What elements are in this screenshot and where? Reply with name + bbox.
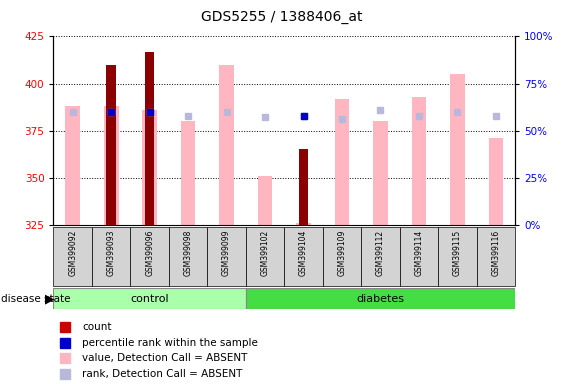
Text: GSM399115: GSM399115 bbox=[453, 230, 462, 276]
Bar bbox=[104, 106, 118, 225]
Text: ▶: ▶ bbox=[44, 292, 55, 305]
Bar bbox=[207, 227, 246, 286]
Bar bbox=[412, 97, 426, 225]
Bar bbox=[361, 227, 400, 286]
Bar bbox=[169, 227, 207, 286]
Bar bbox=[400, 227, 438, 286]
Bar bbox=[296, 223, 311, 225]
Text: disease state: disease state bbox=[1, 293, 70, 304]
Text: count: count bbox=[82, 322, 111, 332]
Bar bbox=[220, 65, 234, 225]
Text: GSM399093: GSM399093 bbox=[107, 230, 115, 276]
Bar bbox=[131, 227, 169, 286]
Text: GSM399104: GSM399104 bbox=[299, 230, 308, 276]
Text: GSM399098: GSM399098 bbox=[184, 230, 193, 276]
Text: GSM399092: GSM399092 bbox=[68, 230, 77, 276]
Text: value, Detection Call = ABSENT: value, Detection Call = ABSENT bbox=[82, 353, 248, 363]
Text: GSM399112: GSM399112 bbox=[376, 230, 385, 276]
Bar bbox=[246, 227, 284, 286]
Text: GDS5255 / 1388406_at: GDS5255 / 1388406_at bbox=[201, 10, 362, 23]
Text: percentile rank within the sample: percentile rank within the sample bbox=[82, 338, 258, 348]
Bar bbox=[106, 65, 116, 225]
Bar bbox=[181, 121, 195, 225]
Bar bbox=[258, 176, 272, 225]
Text: GSM399102: GSM399102 bbox=[261, 230, 270, 276]
Bar bbox=[53, 288, 246, 309]
Text: GSM399116: GSM399116 bbox=[491, 230, 501, 276]
Bar bbox=[246, 288, 515, 309]
Bar bbox=[335, 99, 349, 225]
Bar bbox=[489, 138, 503, 225]
Bar bbox=[142, 110, 157, 225]
Bar bbox=[477, 227, 515, 286]
Text: GSM399114: GSM399114 bbox=[414, 230, 423, 276]
Bar bbox=[284, 227, 323, 286]
Text: GSM399096: GSM399096 bbox=[145, 230, 154, 276]
Bar bbox=[299, 149, 309, 225]
Text: GSM399099: GSM399099 bbox=[222, 230, 231, 276]
Bar bbox=[438, 227, 477, 286]
Bar bbox=[450, 74, 464, 225]
Bar bbox=[145, 51, 154, 225]
Bar bbox=[373, 121, 388, 225]
Bar bbox=[92, 227, 131, 286]
Text: rank, Detection Call = ABSENT: rank, Detection Call = ABSENT bbox=[82, 369, 243, 379]
Bar bbox=[53, 227, 92, 286]
Text: GSM399109: GSM399109 bbox=[338, 230, 346, 276]
Text: diabetes: diabetes bbox=[356, 293, 404, 304]
Bar bbox=[323, 227, 361, 286]
Bar bbox=[65, 106, 80, 225]
Text: control: control bbox=[131, 293, 169, 304]
